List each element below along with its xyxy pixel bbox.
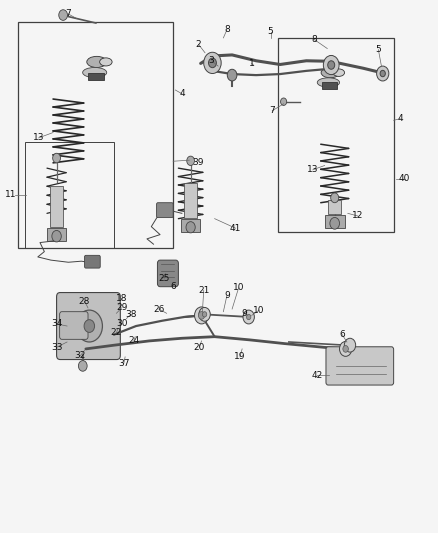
Text: 13: 13	[33, 133, 44, 142]
Circle shape	[281, 98, 287, 106]
Circle shape	[52, 230, 61, 242]
Text: 7: 7	[66, 10, 71, 19]
Ellipse shape	[100, 58, 112, 66]
Text: 6: 6	[339, 330, 345, 339]
Text: 28: 28	[79, 296, 90, 305]
Circle shape	[78, 361, 87, 371]
Ellipse shape	[87, 56, 107, 68]
Text: 30: 30	[117, 319, 128, 328]
Text: 12: 12	[352, 212, 364, 221]
Text: 21: 21	[198, 286, 209, 295]
Text: 24: 24	[128, 336, 139, 345]
Text: 11: 11	[4, 190, 16, 199]
Text: 2: 2	[196, 40, 201, 49]
Text: 29: 29	[117, 303, 128, 312]
Circle shape	[247, 314, 251, 320]
Circle shape	[377, 66, 389, 81]
Text: 33: 33	[51, 343, 62, 352]
FancyBboxPatch shape	[60, 312, 88, 340]
Circle shape	[330, 217, 339, 229]
Text: 40: 40	[399, 174, 410, 183]
Bar	[50, 186, 63, 227]
FancyBboxPatch shape	[326, 347, 394, 385]
Circle shape	[59, 10, 67, 20]
Circle shape	[331, 193, 339, 203]
Circle shape	[204, 52, 221, 74]
Circle shape	[84, 320, 95, 333]
Circle shape	[380, 70, 385, 77]
Bar	[278, 38, 394, 232]
Bar	[328, 200, 341, 214]
Text: 5: 5	[268, 27, 273, 36]
Text: 6: 6	[171, 282, 177, 291]
Text: 41: 41	[230, 224, 241, 233]
Text: 34: 34	[51, 319, 62, 328]
Text: 22: 22	[111, 328, 122, 337]
Text: 18: 18	[117, 294, 128, 303]
Circle shape	[328, 61, 335, 69]
Text: 4: 4	[179, 89, 185, 98]
Ellipse shape	[317, 78, 339, 87]
Text: 42: 42	[311, 371, 323, 380]
Bar	[25, 142, 114, 248]
FancyBboxPatch shape	[157, 260, 178, 287]
Circle shape	[323, 55, 339, 75]
Text: 3: 3	[208, 56, 215, 65]
Circle shape	[208, 58, 216, 68]
Circle shape	[53, 154, 60, 163]
Text: 39: 39	[192, 158, 204, 167]
Text: 1: 1	[249, 59, 254, 68]
Circle shape	[243, 310, 254, 324]
Bar	[184, 183, 197, 218]
Text: 10: 10	[233, 283, 244, 292]
Circle shape	[187, 156, 194, 165]
Text: 38: 38	[125, 310, 137, 319]
Bar	[181, 219, 200, 232]
Text: 37: 37	[118, 359, 130, 368]
Ellipse shape	[321, 68, 339, 78]
Circle shape	[339, 342, 352, 357]
FancyBboxPatch shape	[156, 203, 173, 217]
Bar	[18, 22, 173, 248]
Bar	[325, 214, 345, 228]
Text: 8: 8	[311, 35, 317, 44]
Circle shape	[194, 307, 208, 324]
Ellipse shape	[333, 69, 345, 76]
Circle shape	[227, 69, 237, 81]
Circle shape	[76, 310, 102, 342]
Text: 10: 10	[254, 305, 265, 314]
Circle shape	[344, 338, 356, 352]
Text: 5: 5	[375, 45, 381, 54]
Circle shape	[343, 345, 348, 352]
FancyBboxPatch shape	[57, 293, 120, 360]
FancyBboxPatch shape	[85, 255, 100, 268]
Text: 25: 25	[159, 273, 170, 282]
Circle shape	[186, 222, 195, 233]
Text: 7: 7	[269, 106, 275, 115]
Circle shape	[198, 312, 205, 319]
Bar	[88, 72, 104, 79]
Text: 19: 19	[234, 352, 246, 361]
Bar	[322, 83, 337, 89]
Text: 26: 26	[153, 304, 164, 313]
Text: 32: 32	[74, 351, 86, 360]
Ellipse shape	[83, 68, 107, 78]
Bar	[47, 228, 67, 241]
Text: 8: 8	[224, 26, 230, 35]
Text: 9: 9	[241, 309, 247, 318]
Text: 9: 9	[224, 291, 230, 300]
Text: 20: 20	[194, 343, 205, 352]
Text: 13: 13	[307, 165, 318, 174]
Circle shape	[202, 312, 207, 317]
Circle shape	[199, 308, 210, 321]
Text: 4: 4	[397, 114, 403, 123]
